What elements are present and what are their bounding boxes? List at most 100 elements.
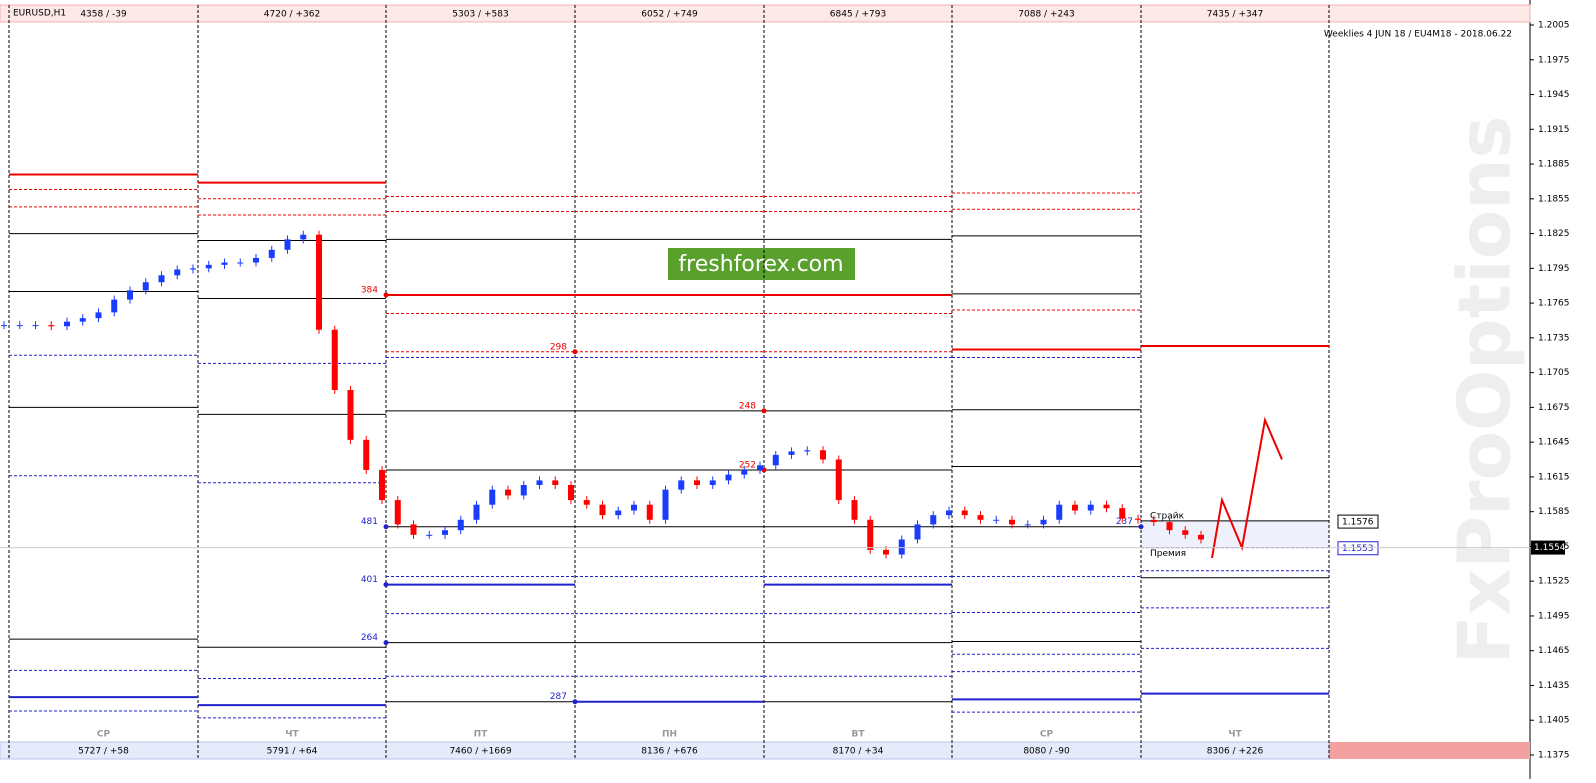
candle [174,269,181,276]
candle [284,239,291,250]
footer-cell: 5727 / +58 [78,747,129,757]
header-cell: 5303 / +583 [452,10,508,20]
candle [961,510,968,516]
chart-info: Weeklies 4 JUN 18 / EU4M18 - 2018.06.22 [1324,30,1512,40]
y-tick-label: 1.1495 [1538,611,1570,621]
day-label: ПТ [474,730,489,740]
candle [221,262,228,265]
level-dot [383,524,389,530]
day-label: СР [1040,730,1054,740]
candle [1,325,7,327]
candle [1119,508,1126,519]
candle [615,510,622,516]
candle [158,275,165,283]
y-tick-label: 1.1915 [1538,125,1570,135]
premium-value: 1.1553 [1342,544,1374,554]
level-dot [383,292,389,298]
candle [835,459,842,501]
footer-cell: 7460 / +1669 [449,747,511,757]
y-tick-label: 1.1585 [1538,507,1570,517]
candle [1040,519,1047,525]
footer-cell: 8080 / -90 [1023,747,1070,757]
candle [473,504,480,520]
candle [268,249,275,258]
candle [142,282,149,291]
candle [946,510,952,516]
candle [520,485,527,496]
strike-label: Страйк [1150,512,1185,522]
header-cell: 6845 / +793 [830,10,886,20]
footer-marker [1329,742,1530,759]
watermark: FxProOptions [1443,116,1527,665]
candle [1166,522,1173,531]
candle [867,519,874,550]
candle [725,474,732,481]
level-label: 237 [1116,517,1133,527]
candle [883,549,889,555]
day-label: ВТ [852,730,866,740]
candle [1103,504,1110,509]
candle [16,325,23,327]
current-price: 1.1554 [1534,543,1566,553]
y-tick-label: 1.1765 [1538,299,1570,309]
footer-cell: 5791 / +64 [267,747,318,757]
level-label: 481 [361,517,378,527]
candle [599,504,606,516]
day-label: ПН [662,730,677,740]
candle [1056,504,1063,520]
candle [394,500,401,525]
candle [977,515,984,520]
candle [505,489,511,496]
candle [442,530,448,535]
level-label: 298 [550,342,567,352]
header-cell: 7088 / +243 [1018,10,1074,20]
level-label: 248 [739,401,756,411]
level-dot [572,699,578,705]
candle [631,504,637,511]
price-box [1531,540,1565,555]
strike-value: 1.1576 [1342,518,1374,528]
level-label: 264 [361,633,378,643]
premium-box [1337,541,1379,556]
level-label: 287 [550,692,567,702]
y-tick-label: 1.1525 [1538,577,1570,587]
level-label: 401 [361,575,378,585]
y-tick-label: 1.1435 [1538,681,1570,691]
candle [79,318,86,322]
candle [1024,524,1031,526]
candle [898,539,905,555]
header-cell: 4358 / -39 [80,10,127,20]
candle [820,450,826,460]
y-tick-label: 1.1675 [1538,403,1570,413]
footer-cell: 8170 / +34 [833,747,884,757]
strike-box [1337,514,1379,529]
y-tick-label: 1.1615 [1538,472,1570,482]
candle [426,534,433,536]
candle [1087,504,1094,511]
candle [489,489,496,505]
y-tick-label: 1.1375 [1538,751,1570,761]
candle [757,465,763,470]
candle [32,325,39,327]
y-tick-label: 1.2005 [1538,21,1570,31]
level-dot [572,349,578,355]
candle [316,234,322,330]
y-tick-label: 1.1825 [1538,229,1570,239]
y-tick-label: 1.1405 [1538,716,1570,726]
header-strip [0,4,1531,23]
candle [237,262,244,264]
symbol: EURUSD,H1 [13,9,66,19]
candle [788,451,795,455]
y-tick-label: 1.1885 [1538,160,1570,170]
candle [646,504,653,520]
level-label: 252 [739,460,756,470]
day-label: ЧТ [285,730,299,740]
candle [95,312,102,319]
candle [48,325,55,327]
logo-box [668,248,855,280]
candle [536,480,543,486]
candle [1009,519,1015,525]
header-cell: 6052 / +749 [641,10,698,20]
